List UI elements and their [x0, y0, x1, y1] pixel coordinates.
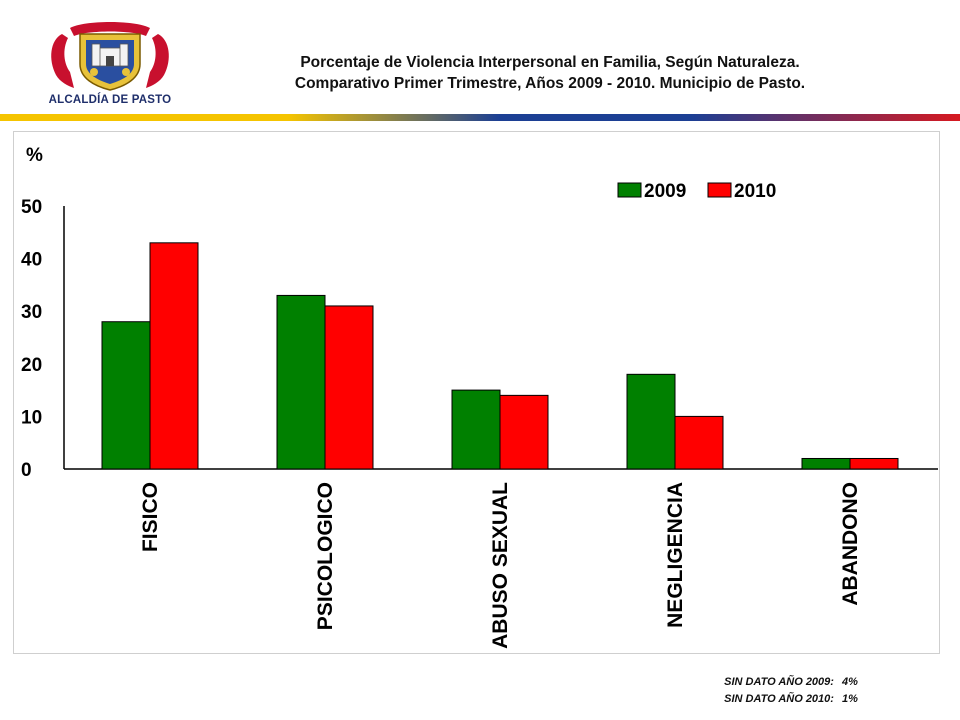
bar-chart: % 0 10 20 30 40 50 FISICO PSICOLOGICO ABUSO SEX…: [21, 145, 938, 649]
alcaldia-logo: ALCALDÍA DE PASTO: [40, 20, 180, 112]
y-tick-label: 20: [21, 355, 42, 376]
header-stripe: [0, 114, 960, 121]
legend: 2009 2010: [617, 181, 776, 202]
bar-2009-negligencia: [626, 373, 676, 470]
x-tick-label: PSICOLOGICO: [314, 482, 337, 630]
bar-2010-abuso-sexual: [499, 394, 549, 470]
bar-2009-abandono: [801, 457, 851, 470]
page-title: Porcentaje de Violencia Interpersonal en…: [190, 52, 910, 94]
coat-of-arms-icon: [51, 22, 169, 91]
footnote-label: SIN DATO AÑO 2009:: [724, 676, 834, 688]
bar-2009-psicologico: [276, 294, 326, 470]
footnote-2010: SIN DATO AÑO 2010: 1%: [718, 681, 858, 705]
bar-2010-abandono: [849, 457, 899, 470]
y-tick-label: 0: [21, 460, 32, 481]
logo-caption: ALCALDÍA DE PASTO: [48, 94, 172, 106]
bar-2010-fisico: [149, 242, 199, 470]
bar-2010-negligencia: [674, 415, 724, 470]
footnote-label: SIN DATO AÑO 2010:: [724, 693, 834, 705]
footnote-value: 4%: [841, 676, 858, 688]
page-title-line-2: Comparativo Primer Trimestre, Años 2009 …: [294, 75, 806, 92]
x-tick-label: FISICO: [139, 482, 162, 552]
x-tick-label: NEGLIGENCIA: [664, 482, 687, 628]
y-tick-label: 50: [21, 197, 42, 218]
x-tick-label: ABUSO SEXUAL: [489, 482, 512, 649]
y-axis-label: %: [26, 145, 43, 166]
y-tick-label: 40: [21, 250, 42, 271]
bar-2009-fisico: [101, 321, 151, 470]
chart-area: % 0 10 20 30 40 50 FISICO PSICOLOGICO ABUSO SEX…: [13, 131, 940, 654]
legend-label-2010: 2010: [734, 181, 776, 202]
bars: [101, 242, 899, 470]
legend-swatch-2009: [617, 182, 642, 198]
y-tick-label: 30: [21, 302, 42, 323]
bar-2010-psicologico: [324, 305, 374, 470]
x-tick-label: ABANDONO: [839, 482, 862, 606]
legend-label-2009: 2009: [644, 181, 686, 202]
x-axis-labels: FISICO PSICOLOGICO ABUSO SEXUAL NEGLIGENCIA…: [139, 482, 862, 649]
legend-swatch-2010: [707, 182, 732, 198]
bar-2009-abuso-sexual: [451, 389, 501, 470]
footnote-value: 1%: [841, 693, 858, 705]
footnote-2009: SIN DATO AÑO 2009: 4%: [718, 664, 858, 688]
page-title-line-1: Porcentaje de Violencia Interpersonal en…: [300, 54, 800, 71]
y-tick-label: 10: [21, 407, 42, 428]
